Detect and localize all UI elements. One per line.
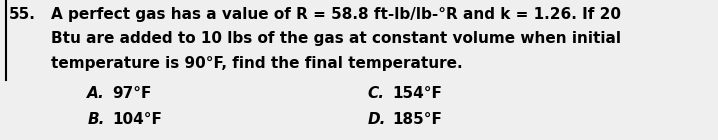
Text: D.: D. [368,112,386,127]
Text: 55.: 55. [9,7,36,22]
Text: 97°F: 97°F [112,86,151,101]
Text: Btu are added to 10 lbs of the gas at constant volume when initial: Btu are added to 10 lbs of the gas at co… [51,32,621,46]
Text: temperature is 90°F, find the final temperature.: temperature is 90°F, find the final temp… [51,56,462,71]
Text: B.: B. [87,112,105,127]
Text: A perfect gas has a value of R = 58.8 ft-lb/lb-°R and k = 1.26. If 20: A perfect gas has a value of R = 58.8 ft… [51,7,621,22]
Text: 154°F: 154°F [393,86,442,101]
Text: A.: A. [87,86,105,101]
Text: 104°F: 104°F [112,112,162,127]
Text: C.: C. [368,86,385,101]
Text: 185°F: 185°F [393,112,442,127]
